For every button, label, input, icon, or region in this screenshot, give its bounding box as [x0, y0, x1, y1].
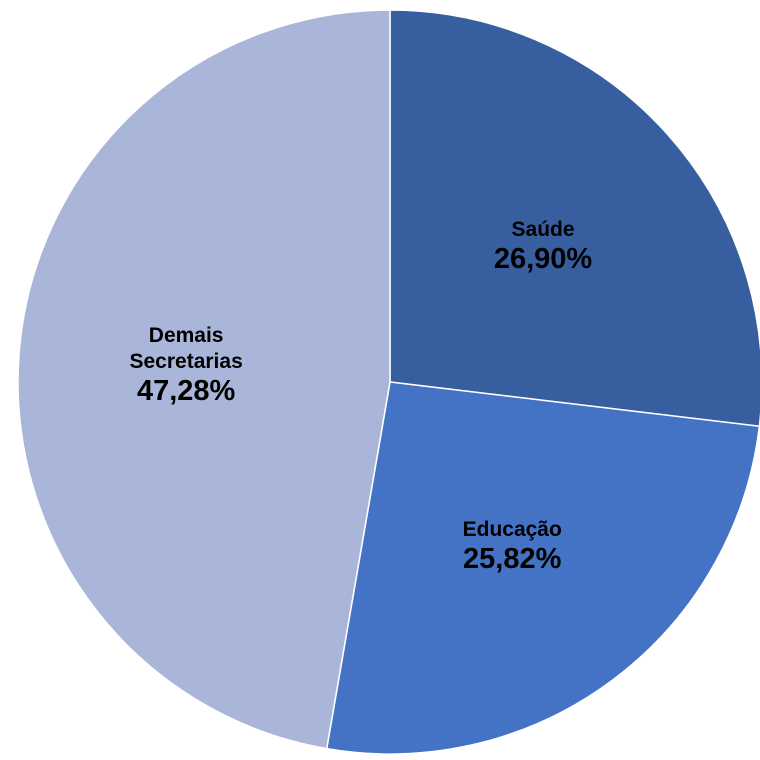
value-label: 26,90%	[493, 243, 593, 276]
slice-label: Educação 25,82%	[427, 517, 597, 575]
value-label: 25,82%	[463, 543, 562, 576]
category-label: Demais Secretarias	[129, 323, 243, 373]
category-label: Educação	[462, 518, 562, 542]
pie-slice	[17, 9, 391, 750]
value-label: 47,28%	[136, 374, 236, 407]
slice-label: Saúde 26,90%	[458, 217, 628, 275]
slice-label: Demais Secretarias 47,28%	[116, 323, 256, 407]
category-label: Saúde	[511, 218, 575, 242]
pie-slice	[325, 381, 760, 755]
